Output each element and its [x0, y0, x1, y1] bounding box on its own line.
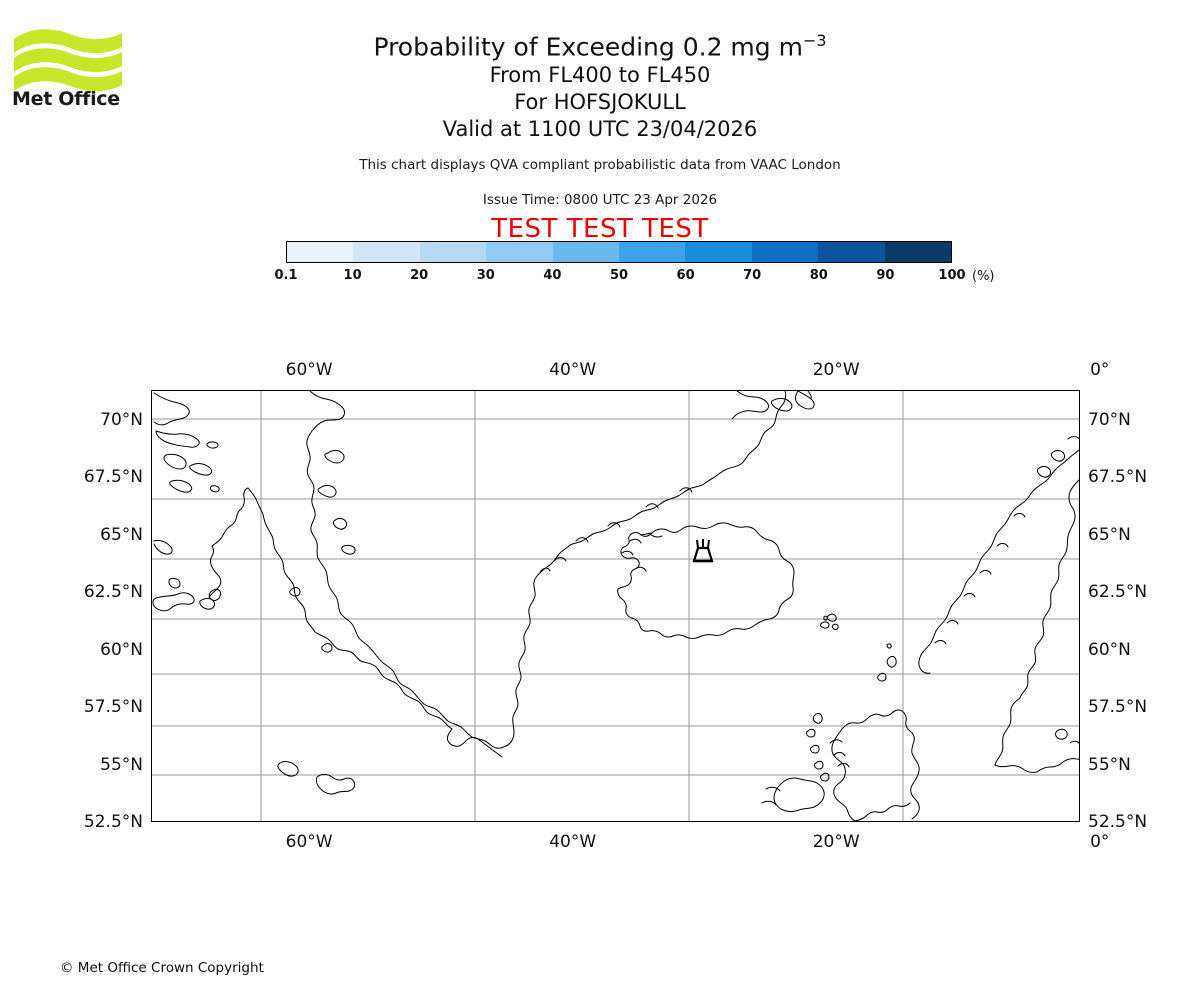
test-banner: TEST TEST TEST [491, 214, 709, 244]
colorbar-tick-90: 90 [876, 268, 895, 283]
colorbar-band-1 [353, 242, 420, 262]
colorbar-band-8 [818, 242, 885, 262]
lat-tick-left-52.5°N: 52.5°N [83, 812, 143, 832]
coastline-scandinavia [918, 436, 1079, 773]
lat-tick-left-57.5°N: 57.5°N [83, 697, 143, 718]
lat-tick-left-67.5°N: 67.5°N [83, 467, 143, 488]
coastline-greenland-north [731, 391, 815, 420]
lon-tick-top-0°: 0° [1090, 360, 1110, 380]
lon-tick-bottom-60°W: 60°W [285, 832, 333, 852]
colorbar-tick-0.1: 0.1 [274, 268, 298, 283]
volcano-subtitle: For HOFSJOKULL [514, 90, 686, 114]
lon-tick-bottom-20°W: 20°W [812, 832, 860, 852]
colorbar-bands [286, 241, 952, 263]
colorbar-tick-60: 60 [676, 268, 695, 283]
lon-tick-bottom-0°: 0° [1090, 832, 1110, 852]
colorbar-band-2 [419, 242, 487, 262]
qva-note: This chart displays QVA compliant probab… [359, 157, 841, 173]
lat-tick-right-60°N: 60°N [1088, 639, 1131, 660]
colorbar-tick-20: 20 [410, 268, 429, 283]
volcano-marker-icon [692, 539, 714, 563]
colorbar-tick-80: 80 [809, 268, 828, 283]
lat-tick-left-70°N: 70°N [100, 409, 143, 430]
colorbar-band-5 [619, 242, 686, 262]
coastline-faroe-islands [820, 613, 839, 630]
colorbar-tick-labels: 0.1 10 20 30 40 50 60 70 80 90 100 [0, 268, 1200, 286]
coastline-newfoundland [277, 761, 356, 795]
colorbar-band-9 [884, 242, 952, 262]
colorbar-tick-40: 40 [543, 268, 562, 283]
coastline-islets [807, 391, 892, 649]
lat-tick-left-65°N: 65°N [100, 524, 143, 545]
map-plot-area[interactable] [151, 390, 1080, 822]
coastline-iceland [617, 522, 795, 639]
met-office-logo [12, 25, 132, 117]
colorbar-band-7 [751, 242, 819, 262]
lat-tick-right-65°N: 65°N [1088, 524, 1131, 545]
page-title-text: Probability of Exceeding 0.2 mg m [373, 32, 803, 62]
colorbar-band-6 [685, 242, 752, 262]
lat-tick-right-57.5°N: 57.5°N [1088, 697, 1148, 718]
lon-tick-bottom-40°W: 40°W [549, 832, 597, 852]
coastline-labrador [152, 487, 503, 758]
lat-tick-right-67.5°N: 67.5°N [1088, 467, 1148, 488]
flight-level-subtitle: From FL400 to FL450 [489, 63, 711, 87]
page-title: Probability of Exceeding 0.2 mg m−3 [0, 26, 1200, 62]
copyright-notice: © Met Office Crown Copyright [60, 960, 264, 976]
lat-tick-right-62.5°N: 62.5°N [1088, 582, 1148, 603]
lat-tick-right-70°N: 70°N [1088, 409, 1131, 430]
logo-waves-icon [14, 29, 122, 92]
map-gridlines [152, 391, 1079, 821]
probability-colorbar [286, 241, 952, 263]
coastline-british-isles [761, 709, 920, 821]
page-title-exponent: −3 [802, 31, 827, 50]
colorbar-tick-70: 70 [743, 268, 762, 283]
coastline-greenland [306, 391, 787, 749]
issue-time: Issue Time: 0800 UTC 23 Apr 2026 [482, 192, 718, 208]
lat-tick-right-52.5°N: 52.5°N [1088, 812, 1148, 832]
lat-tick-left-55°N: 55°N [100, 754, 143, 775]
colorbar-band-3 [486, 242, 553, 262]
colorbar-tick-50: 50 [609, 268, 629, 283]
valid-time-subtitle: Valid at 1100 UTC 23/04/2026 [442, 117, 758, 141]
map-canvas [152, 391, 1079, 821]
coastline-shetland-orkney [877, 656, 897, 682]
lon-tick-top-60°W: 60°W [285, 360, 333, 380]
coastline-greenland-west-islands [317, 450, 356, 555]
colorbar-tick-10: 10 [343, 268, 362, 283]
lon-tick-top-40°W: 40°W [549, 360, 597, 380]
met-office-wordmark: Met Office [12, 88, 120, 110]
lat-tick-left-60°N: 60°N [100, 639, 143, 660]
lat-tick-right-55°N: 55°N [1088, 754, 1131, 775]
colorbar-tick-30: 30 [476, 268, 495, 283]
lat-tick-left-62.5°N: 62.5°N [83, 582, 143, 603]
colorbar-band-4 [552, 242, 620, 262]
colorbar-tick-100: 100 [938, 268, 966, 283]
colorbar-unit-label: (%) [972, 269, 995, 284]
lon-tick-top-20°W: 20°W [812, 360, 860, 380]
coastline-canada-arctic [153, 392, 220, 493]
colorbar-band-0 [287, 242, 354, 262]
